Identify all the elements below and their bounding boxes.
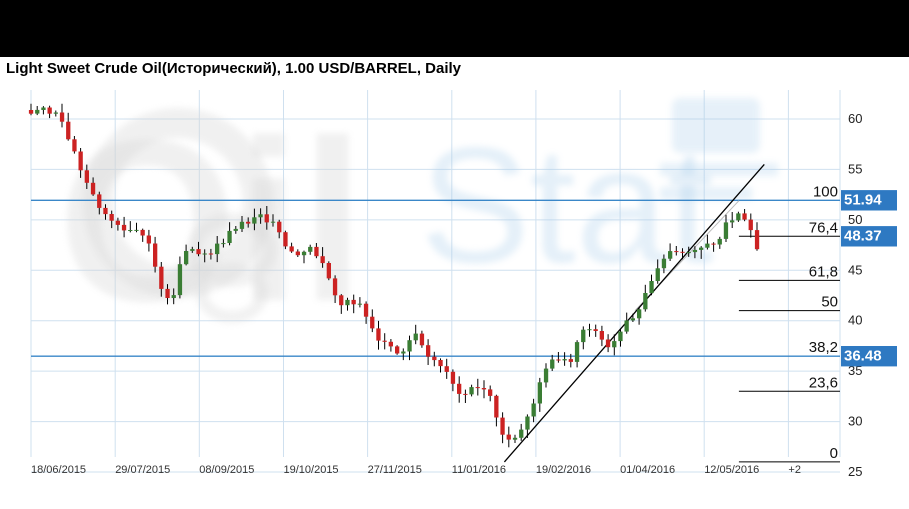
svg-text:50: 50 [848,212,862,227]
svg-text:+2: +2 [788,464,801,476]
svg-text:23,6: 23,6 [809,374,838,391]
svg-text:55: 55 [848,161,862,176]
svg-text:Oil: Oil [58,92,365,349]
svg-text:11/01/2016: 11/01/2016 [452,464,506,476]
svg-text:01/04/2016: 01/04/2016 [620,464,675,476]
svg-text:61,8: 61,8 [809,263,838,280]
svg-text:38,2: 38,2 [809,339,838,356]
svg-text:25: 25 [848,464,862,479]
svg-text:36.48: 36.48 [844,348,882,365]
svg-text:76,4: 76,4 [809,219,838,236]
svg-text:48.37: 48.37 [844,228,882,245]
svg-text:0: 0 [830,445,838,462]
svg-text:18/06/2015: 18/06/2015 [31,464,86,476]
svg-text:29/07/2015: 29/07/2015 [115,464,170,476]
svg-text:08/09/2015: 08/09/2015 [199,464,254,476]
svg-text:45: 45 [848,262,862,277]
svg-text:60: 60 [848,111,862,126]
svg-text:19/02/2016: 19/02/2016 [536,464,591,476]
svg-text:40: 40 [848,313,862,328]
svg-text:51.94: 51.94 [844,192,882,209]
svg-text:27/11/2015: 27/11/2015 [368,464,422,476]
svg-text:12/05/2016: 12/05/2016 [704,464,759,476]
svg-text:30: 30 [848,414,862,429]
svg-text:50: 50 [821,294,838,311]
svg-text:19/10/2015: 19/10/2015 [284,464,339,476]
svg-text:100: 100 [813,183,838,200]
svg-text:Stat: Stat [420,113,714,297]
